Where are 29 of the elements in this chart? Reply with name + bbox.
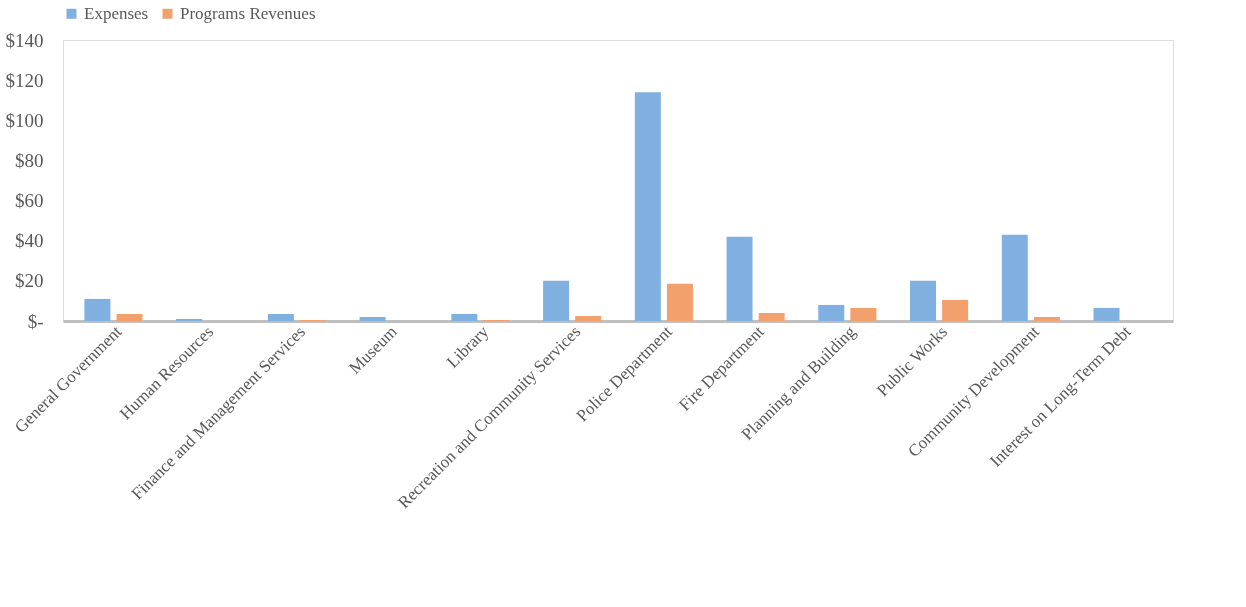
y-tick-label: $60 — [15, 190, 44, 212]
bar — [267, 313, 294, 321]
y-tick-label: $100 — [5, 109, 44, 131]
bar — [1093, 307, 1120, 321]
bar — [910, 280, 937, 321]
bar — [818, 304, 845, 321]
y-tick-label: $- — [27, 310, 44, 332]
bar — [726, 236, 753, 321]
bar — [359, 316, 386, 321]
bar — [758, 312, 785, 321]
bar — [850, 307, 877, 321]
bar — [666, 283, 693, 321]
y-tick-label: $40 — [15, 230, 44, 252]
bar — [543, 280, 570, 321]
legend-label: Programs Revenues — [180, 3, 316, 23]
y-tick-label: $140 — [5, 29, 44, 51]
bar — [575, 315, 602, 321]
bar — [942, 299, 969, 321]
legend-label: Expenses — [84, 3, 149, 23]
bar — [451, 313, 478, 321]
y-tick-label: $20 — [15, 270, 44, 292]
bar — [1033, 316, 1060, 321]
bar — [176, 318, 203, 321]
y-tick-label: $120 — [5, 69, 44, 91]
y-tick-label: $80 — [15, 149, 44, 171]
bar — [116, 313, 143, 321]
bar — [84, 298, 111, 321]
bar — [634, 92, 661, 321]
bar — [1001, 234, 1028, 321]
